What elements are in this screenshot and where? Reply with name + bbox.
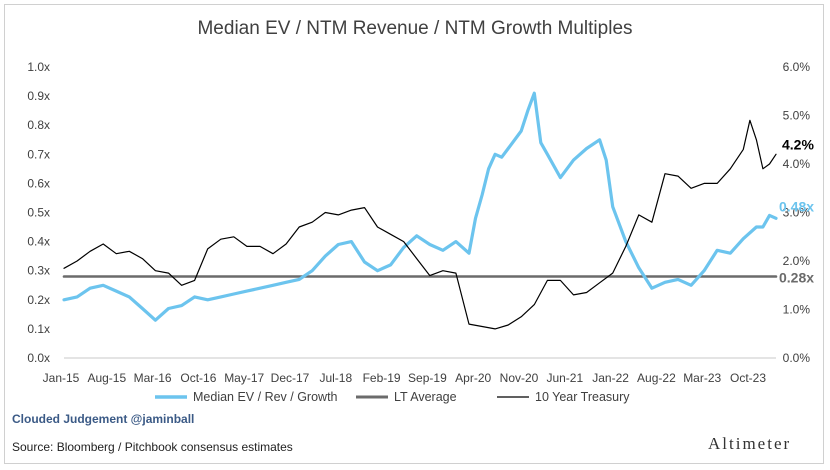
left-tick-label: 0.3x	[27, 264, 50, 278]
right-tick-label: 5.0%	[783, 109, 811, 123]
x-axis-ticks: Jan-15 Aug-15 Mar-16 Oct-16 May-17 Dec-17 Jul-…	[43, 371, 767, 385]
x-tick-label: Jan-22	[592, 371, 629, 385]
source-text: Source: Bloomberg / Pitchbook consensus …	[12, 440, 293, 454]
x-tick-label: Oct-16	[180, 371, 216, 385]
x-tick-label: Dec-17	[271, 371, 310, 385]
callout-treasury: 4.2%	[782, 136, 814, 152]
legend-item-treasury: 10 Year Treasury	[497, 390, 630, 404]
legend-item-lt-average: LT Average	[356, 390, 457, 404]
left-tick-label: 0.1x	[27, 322, 50, 336]
legend-label: Median EV / Rev / Growth	[193, 390, 338, 404]
callout-median: 0.48x	[779, 198, 814, 214]
x-tick-label: Aug-22	[637, 371, 676, 385]
x-tick-label: Aug-15	[87, 371, 126, 385]
right-tick-label: 2.0%	[783, 254, 811, 268]
left-tick-label: 0.6x	[27, 176, 50, 190]
left-tick-label: 0.5x	[27, 206, 50, 220]
x-tick-label: Jun-21	[546, 371, 583, 385]
x-tick-label: Nov-20	[500, 371, 539, 385]
left-tick-label: 0.8x	[27, 118, 50, 132]
left-tick-label: 0.7x	[27, 147, 50, 161]
x-tick-label: May-17	[224, 371, 264, 385]
left-tick-label: 0.9x	[27, 89, 50, 103]
chart-frame	[4, 4, 824, 464]
series-treasury-line	[63, 119, 777, 330]
right-tick-label: 3.0%	[783, 206, 811, 220]
x-tick-label: Oct-23	[730, 371, 766, 385]
legend-label: LT Average	[394, 390, 457, 404]
credit-text: Clouded Judgement @jaminball	[12, 412, 195, 426]
series-layer	[62, 91, 778, 330]
left-tick-label: 0.2x	[27, 293, 50, 307]
right-axis-ticks: 0.0% 1.0% 2.0% 3.0% 4.0% 5.0% 6.0%	[783, 60, 811, 365]
x-tick-label: Mar-23	[683, 371, 721, 385]
right-tick-label: 0.0%	[783, 351, 811, 365]
x-tick-label: Jul-18	[319, 371, 352, 385]
legend-item-median: Median EV / Rev / Growth	[155, 390, 338, 404]
x-tick-label: Sep-19	[408, 371, 447, 385]
right-tick-label: 6.0%	[783, 60, 811, 74]
series-median-line	[62, 91, 778, 322]
left-tick-label: 0.4x	[27, 235, 50, 249]
legend: Median EV / Rev / Growth LT Average 10 Yea…	[155, 390, 630, 404]
legend-label: 10 Year Treasury	[535, 390, 630, 404]
right-tick-label: 1.0%	[783, 303, 811, 317]
callouts: 4.2% 0.48x 0.28x	[779, 136, 814, 285]
x-tick-label: Mar-16	[134, 371, 172, 385]
left-tick-label: 1.0x	[27, 60, 50, 74]
callout-lt-average: 0.28x	[779, 270, 814, 286]
brand-logo: Altimeter	[708, 434, 792, 453]
right-tick-label: 4.0%	[783, 157, 811, 171]
left-tick-label: 0.0x	[27, 351, 50, 365]
x-tick-label: Apr-20	[455, 371, 491, 385]
chart-title: Median EV / NTM Revenue / NTM Growth Mul…	[197, 18, 633, 39]
x-tick-label: Jan-15	[43, 371, 80, 385]
x-tick-label: Feb-19	[363, 371, 401, 385]
left-axis-ticks: 0.0x 0.1x 0.2x 0.3x 0.4x 0.5x 0.6x 0.7x 0.8x 0.9x…	[27, 60, 50, 365]
